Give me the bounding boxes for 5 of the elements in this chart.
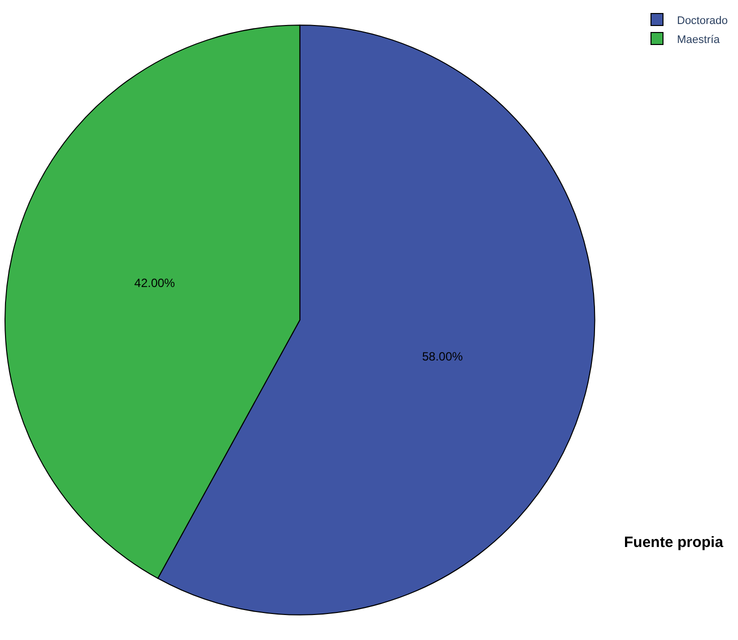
legend-label: Doctorado [677, 14, 728, 27]
source-note: Fuente propia [624, 534, 724, 551]
data-label: 42.00% [134, 276, 176, 290]
data-label: 58.00% [422, 350, 464, 364]
legend-label: Maestría [677, 34, 721, 46]
